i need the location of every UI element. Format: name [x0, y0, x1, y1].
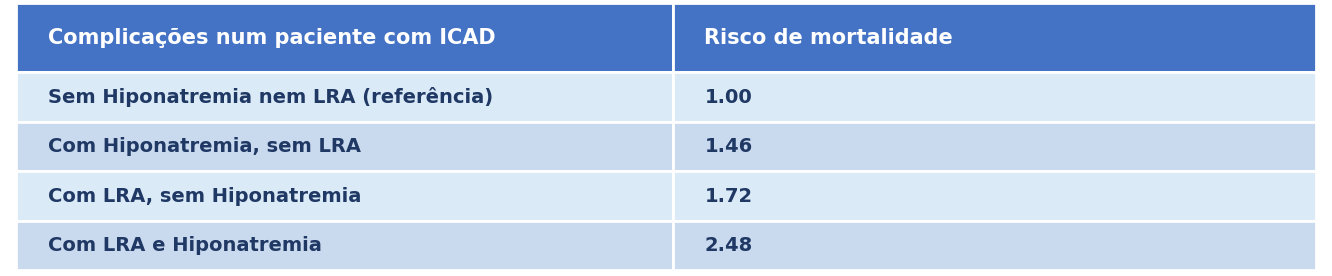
Text: Com LRA e Hiponatremia: Com LRA e Hiponatremia [48, 236, 322, 255]
Text: Risco de mortalidade: Risco de mortalidade [705, 28, 954, 47]
Text: 1.72: 1.72 [705, 187, 753, 206]
FancyBboxPatch shape [16, 3, 673, 72]
FancyBboxPatch shape [16, 171, 673, 221]
FancyBboxPatch shape [673, 171, 1316, 221]
Text: Com Hiponatremia, sem LRA: Com Hiponatremia, sem LRA [48, 137, 361, 156]
FancyBboxPatch shape [673, 72, 1316, 122]
Text: Sem Hiponatremia nem LRA (referência): Sem Hiponatremia nem LRA (referência) [48, 87, 493, 107]
FancyBboxPatch shape [16, 122, 673, 171]
FancyBboxPatch shape [16, 72, 673, 122]
FancyBboxPatch shape [673, 122, 1316, 171]
FancyBboxPatch shape [16, 221, 673, 270]
Text: Complicações num paciente com ICAD: Complicações num paciente com ICAD [48, 28, 496, 47]
Text: 1.00: 1.00 [705, 88, 753, 107]
Text: 1.46: 1.46 [705, 137, 753, 156]
Text: Com LRA, sem Hiponatremia: Com LRA, sem Hiponatremia [48, 187, 361, 206]
Text: 2.48: 2.48 [705, 236, 753, 255]
FancyBboxPatch shape [673, 221, 1316, 270]
FancyBboxPatch shape [673, 3, 1316, 72]
